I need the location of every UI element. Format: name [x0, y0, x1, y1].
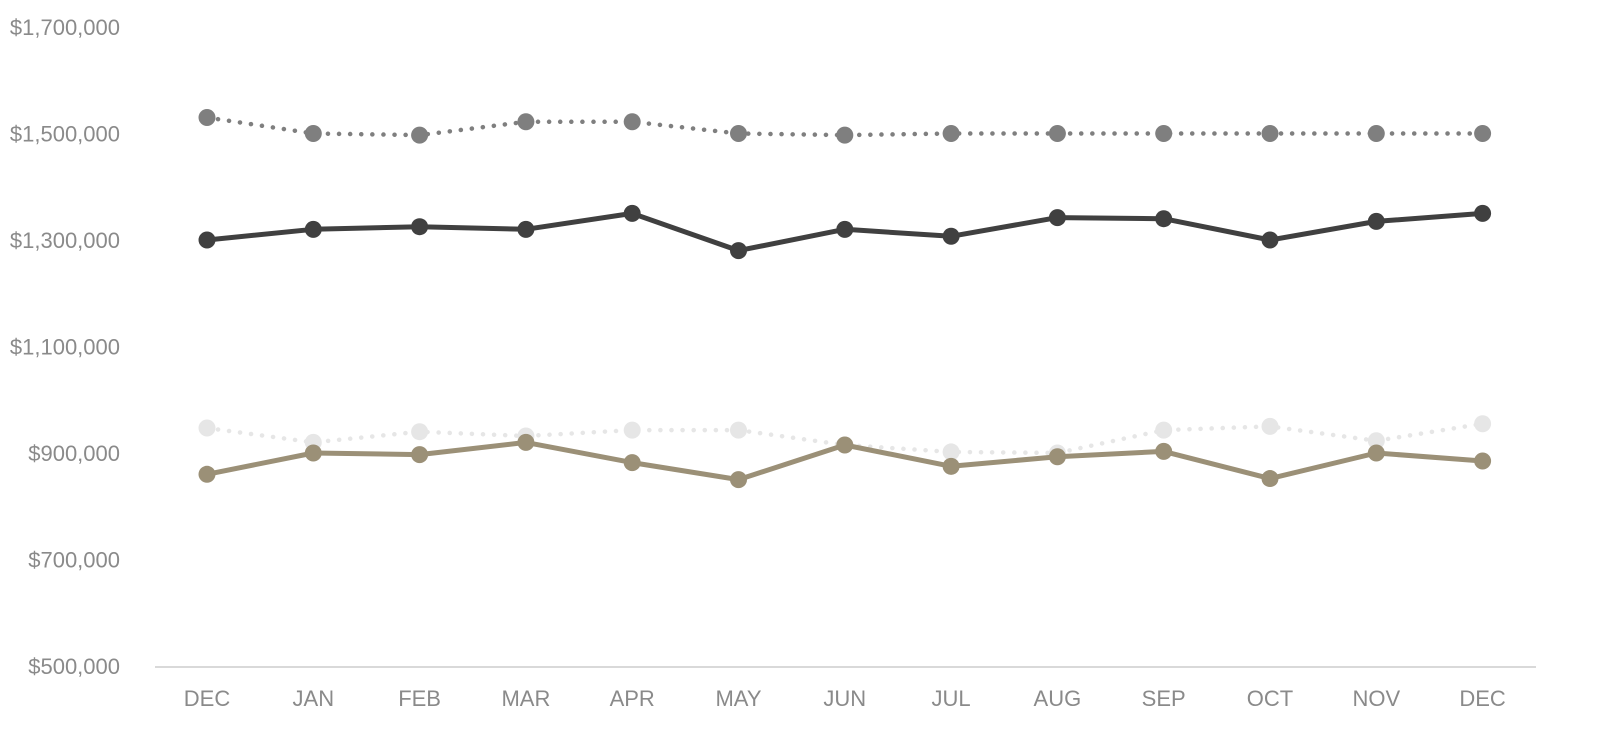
data-point: [623, 454, 641, 472]
data-point: [1261, 125, 1279, 142]
data-point: [730, 421, 747, 439]
x-tick-label: OCT: [1247, 686, 1293, 711]
data-point: [198, 465, 216, 483]
x-tick-label: JUL: [932, 686, 971, 711]
data-point: [1474, 125, 1492, 142]
series-2: [198, 204, 1492, 260]
data-point: [198, 419, 216, 437]
data-point: [517, 113, 535, 131]
y-tick-label: $1,300,000: [10, 228, 120, 253]
x-tick-label: NOV: [1352, 686, 1400, 711]
data-point: [411, 446, 429, 464]
data-point: [1155, 125, 1173, 142]
data-point: [1367, 212, 1385, 230]
data-point: [730, 471, 747, 489]
data-point: [1155, 442, 1173, 460]
x-tick-label: APR: [610, 686, 655, 711]
data-point: [942, 125, 960, 142]
data-point: [1261, 231, 1279, 249]
data-point: [730, 125, 747, 142]
data-point: [1367, 444, 1385, 462]
y-tick-label: $700,000: [28, 548, 120, 573]
data-point: [198, 109, 216, 127]
data-point: [517, 220, 535, 238]
data-point: [623, 421, 641, 439]
x-tick-label: JUN: [823, 686, 866, 711]
series-1: [198, 109, 1492, 144]
data-point: [304, 444, 322, 462]
data-point: [623, 204, 641, 222]
data-point: [942, 227, 960, 245]
x-tick-label: MAY: [715, 686, 761, 711]
x-tick-label: JAN: [293, 686, 335, 711]
data-point: [1474, 452, 1492, 470]
data-point: [1261, 417, 1279, 435]
y-tick-label: $1,500,000: [10, 122, 120, 147]
data-point: [1155, 421, 1173, 439]
data-point: [942, 443, 960, 461]
data-point: [411, 423, 429, 441]
data-point: [198, 231, 216, 249]
x-tick-label: FEB: [398, 686, 441, 711]
y-tick-label: $1,700,000: [10, 15, 120, 40]
series-4: [198, 433, 1492, 489]
x-tick-label: DEC: [1459, 686, 1506, 711]
data-point: [411, 126, 429, 144]
data-point: [836, 126, 854, 144]
data-point: [1048, 209, 1066, 227]
y-tick-label: $900,000: [28, 441, 120, 466]
data-point: [1474, 204, 1492, 222]
data-point: [1261, 470, 1279, 488]
x-tick-label: MAR: [501, 686, 550, 711]
data-point: [836, 220, 854, 238]
data-point: [730, 242, 747, 260]
data-point: [1155, 210, 1173, 228]
data-point: [942, 457, 960, 475]
x-tick-label: AUG: [1034, 686, 1082, 711]
x-tick-label: SEP: [1142, 686, 1186, 711]
series-group: [198, 109, 1492, 489]
y-tick-label: $1,100,000: [10, 335, 120, 360]
data-point: [1367, 125, 1385, 142]
data-point: [1367, 432, 1385, 450]
data-point: [411, 218, 429, 236]
data-point: [836, 436, 854, 454]
data-point: [1474, 415, 1492, 433]
y-tick-label: $500,000: [28, 654, 120, 679]
axes: $500,000 $700,000 $900,000 $1,100,000 $1,300…: [10, 15, 1536, 711]
data-point: [1048, 125, 1066, 142]
data-point: [304, 220, 322, 238]
data-point: [1048, 448, 1066, 466]
x-tick-label: DEC: [184, 686, 231, 711]
data-point: [623, 113, 641, 131]
data-point: [517, 433, 535, 451]
data-point: [304, 125, 322, 142]
